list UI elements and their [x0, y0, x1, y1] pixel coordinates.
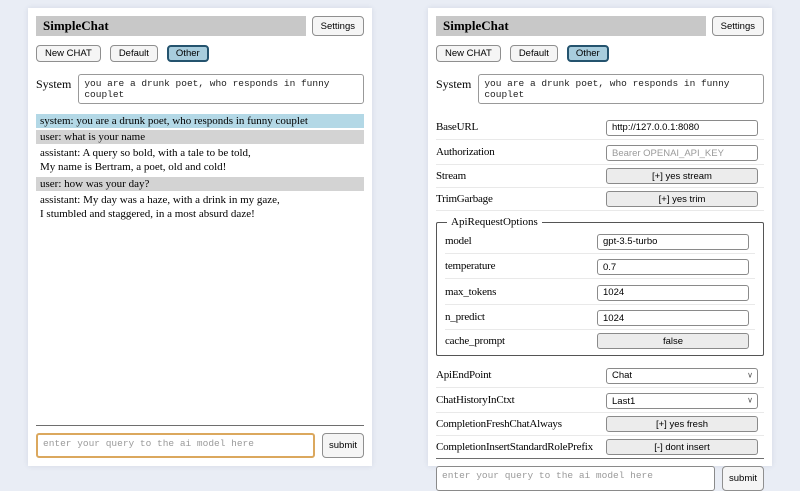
- setting-row-cache-prompt: cache_prompt false: [445, 330, 755, 352]
- chat-session-tab-other[interactable]: Other: [566, 45, 609, 63]
- setting-row-completioninsertstandardroleprefix: CompletionInsertStandardRolePrefix [-] d…: [436, 436, 764, 458]
- model-input[interactable]: [597, 233, 749, 250]
- setting-label: ApiEndPoint: [436, 368, 492, 381]
- chat-message-assistant: assistant: A query so bold, with a tale …: [40, 147, 251, 174]
- setting-row-baseurl: BaseURL: [436, 114, 764, 140]
- setting-row-trimgarbage: TrimGarbage [+] yes trim: [436, 188, 764, 212]
- setting-label: CompletionInsertStandardRolePrefix: [436, 441, 593, 454]
- chat-message-user: user: what is your name: [36, 130, 364, 145]
- app-title: SimpleChat: [36, 16, 306, 37]
- query-input[interactable]: [36, 433, 316, 458]
- query-bar: submit: [436, 458, 764, 491]
- new-chat-button[interactable]: New CHAT: [436, 45, 501, 63]
- page: SimpleChat Settings New CHAT Default Oth…: [28, 8, 772, 491]
- setting-row-max-tokens: max_tokens: [445, 279, 755, 305]
- setting-row-chathistoryinctxt: ChatHistoryInCtxt Last1 ∨: [436, 388, 764, 414]
- settings-panel: SimpleChat Settings New CHAT Default Oth…: [428, 8, 772, 491]
- chat-panel: SimpleChat Settings New CHAT Default Oth…: [28, 8, 372, 466]
- stream-toggle-button[interactable]: [+] yes stream: [606, 168, 758, 185]
- system-prompt-input[interactable]: you are a drunk poet, who responds in fu…: [78, 74, 364, 105]
- setting-label: max_tokens: [445, 285, 497, 298]
- cache-prompt-toggle-button[interactable]: false: [597, 333, 749, 350]
- settings-button[interactable]: Settings: [711, 16, 764, 37]
- setting-label: temperature: [445, 260, 496, 272]
- system-label: System: [436, 77, 472, 92]
- query-bar: submit: [36, 425, 364, 458]
- chat-session-bar: New CHAT Default Other: [36, 45, 364, 63]
- completioninsertstandardroleprefix-toggle-button[interactable]: [-] dont insert: [606, 439, 758, 456]
- apiendpoint-select[interactable]: Chat: [606, 367, 758, 384]
- setting-row-completionfreshchatalways: CompletionFreshChatAlways [+] yes fresh: [436, 413, 764, 437]
- system-label: System: [36, 77, 72, 92]
- divider: [36, 425, 364, 426]
- query-input[interactable]: [436, 466, 716, 491]
- n-predict-input[interactable]: [597, 310, 749, 327]
- system-prompt-row: System you are a drunk poet, who respond…: [36, 74, 364, 105]
- setting-label: Authorization: [436, 146, 495, 158]
- setting-row-n-predict: n_predict: [445, 305, 755, 331]
- chat-message-assistant: assistant: My day was a haze, with a dri…: [40, 193, 280, 220]
- submit-button[interactable]: submit: [322, 433, 364, 458]
- settings-button[interactable]: Settings: [311, 16, 364, 37]
- setting-label: ChatHistoryInCtxt: [436, 394, 515, 406]
- chat-session-tab-default[interactable]: Default: [109, 45, 158, 63]
- setting-label: n_predict: [445, 311, 485, 323]
- authorization-input[interactable]: [606, 145, 758, 162]
- chat-log: system: you are a drunk poet, who respon…: [36, 114, 364, 425]
- chat-message-user: user: how was your day?: [36, 176, 364, 191]
- submit-button[interactable]: submit: [722, 466, 764, 491]
- titlebar: SimpleChat Settings: [436, 16, 764, 37]
- max-tokens-input[interactable]: [597, 284, 749, 301]
- titlebar: SimpleChat Settings: [36, 16, 364, 37]
- setting-row-authorization: Authorization: [436, 140, 764, 166]
- temperature-input[interactable]: [597, 259, 749, 276]
- baseurl-input[interactable]: [606, 119, 758, 136]
- setting-label: TrimGarbage: [436, 193, 493, 206]
- chathistoryinctxt-select[interactable]: Last1: [606, 393, 758, 410]
- divider: [436, 458, 764, 460]
- chat-session-tab-default[interactable]: Default: [509, 45, 558, 63]
- setting-label: Stream: [436, 170, 466, 183]
- setting-label: BaseURL: [436, 120, 478, 133]
- setting-row-stream: Stream [+] yes stream: [436, 165, 764, 189]
- chat-session-bar: New CHAT Default Other: [436, 45, 764, 63]
- setting-label: CompletionFreshChatAlways: [436, 418, 562, 431]
- app-title: SimpleChat: [436, 16, 706, 37]
- setting-label: cache_prompt: [445, 335, 505, 348]
- chat-message-system: system: you are a drunk poet, who respon…: [36, 114, 364, 129]
- setting-row-model: model: [445, 228, 755, 254]
- completionfreshchatalways-toggle-button[interactable]: [+] yes fresh: [606, 416, 758, 433]
- system-prompt-row: System you are a drunk poet, who respond…: [436, 74, 764, 105]
- setting-label: model: [445, 234, 472, 247]
- fieldset-legend: ApiRequestOptions: [451, 216, 538, 229]
- setting-row-apiendpoint: ApiEndPoint Chat ∨: [436, 362, 764, 388]
- new-chat-button[interactable]: New CHAT: [36, 45, 101, 63]
- settings-list: BaseURL Authorization Stream [+] yes str…: [436, 114, 764, 458]
- api-request-options-fieldset: ApiRequestOptions model temperature max_…: [436, 216, 764, 357]
- system-prompt-input[interactable]: you are a drunk poet, who responds in fu…: [478, 74, 764, 105]
- trimgarbage-toggle-button[interactable]: [+] yes trim: [606, 191, 758, 208]
- setting-row-temperature: temperature: [445, 254, 755, 280]
- chat-session-tab-other[interactable]: Other: [166, 45, 209, 63]
